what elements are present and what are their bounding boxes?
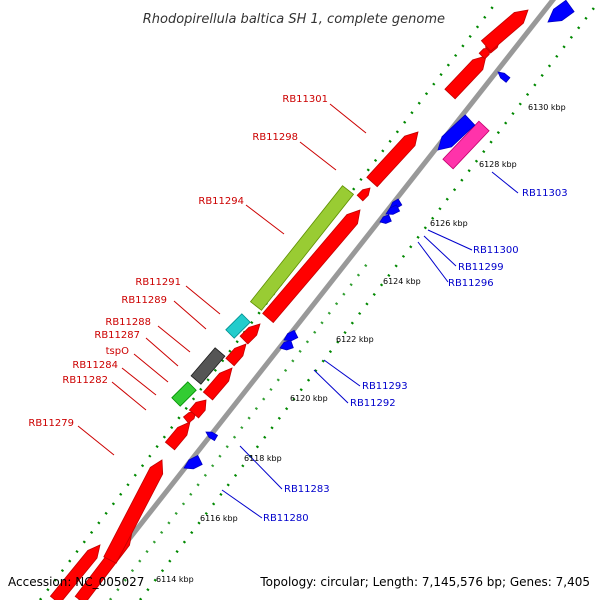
left-leader-lines [77,103,367,456]
genome-ruler [77,0,557,600]
gene-rb11294-green[interactable] [249,185,355,311]
gene-label-rb11284[interactable]: RB11284 [72,360,118,371]
gene-label-rb11280[interactable]: RB11280 [263,513,309,524]
mid-dots [109,259,371,600]
tick-6130: 6130 kbp [528,103,566,112]
gene-rb11294-red[interactable] [262,209,361,324]
gene-rb11282[interactable] [164,421,191,451]
gene-label-rb11296[interactable]: RB11296 [448,278,494,289]
gene-label-rb11298[interactable]: RB11298 [252,132,298,143]
gene-rb11303[interactable] [437,114,476,151]
gene-rb11298[interactable] [366,131,419,188]
gene-red-mid[interactable] [225,343,247,367]
gene-label-rb11288[interactable]: RB11288 [105,317,151,328]
gene-blue-a[interactable] [497,71,511,83]
gene-label-rb11294[interactable]: RB11294 [198,196,244,207]
gene-label-rb11282[interactable]: RB11282 [62,375,108,386]
gene-rb11293[interactable] [283,329,299,342]
genome-title: Rhodopirellula baltica SH 1, complete ge… [143,12,445,27]
tick-6126: 6126 kbp [430,219,468,228]
gene-rb11284[interactable] [171,381,197,407]
gene-label-rb11300[interactable]: RB11300 [473,245,519,256]
gene-rb11283[interactable] [183,454,203,470]
gene-label-rb11283[interactable]: RB11283 [284,484,330,495]
gene-label-rb11291[interactable]: RB11291 [135,277,181,288]
gene-red-top-c[interactable] [480,9,529,52]
gene-label-rb11287[interactable]: RB11287 [94,330,140,341]
gene-features [49,0,575,600]
gene-label-rb11289[interactable]: RB11289 [121,295,167,306]
gene-blue-mid[interactable] [205,431,219,442]
right-leader-lines [221,171,519,519]
tick-6128: 6128 kbp [479,160,517,169]
gene-label-rb11303[interactable]: RB11303 [522,188,568,199]
gene-rb11288[interactable] [190,347,226,385]
gene-rb11279[interactable] [49,544,101,600]
gene-rb11301[interactable] [444,55,487,100]
tick-6122: 6122 kbp [336,335,374,344]
tick-6118: 6118 kbp [244,454,282,463]
tick-6116: 6116 kbp [200,514,238,523]
topology-text: Topology: circular; Length: 7,145,576 bp… [259,575,590,589]
gene-large-red-low[interactable] [103,459,164,564]
gene-label-rb11292[interactable]: RB11292 [350,398,396,409]
gene-label-rb11299[interactable]: RB11299 [458,262,504,273]
inner-bottom-dots [139,0,600,600]
gene-red-mid2[interactable] [239,323,261,345]
gene-rb11291[interactable] [225,313,251,339]
gene-red-small-a[interactable] [356,187,371,202]
tick-6114: 6114 kbp [156,575,194,584]
gene-rb11292[interactable] [279,339,294,351]
tick-6120: 6120 kbp [290,394,328,403]
tick-6124: 6124 kbp [383,277,421,286]
gene-label-tspo[interactable]: tspO [106,346,129,357]
gene-label-rb11301[interactable]: RB11301 [282,94,328,105]
gene-rb11303-magenta[interactable] [442,120,490,170]
gene-label-rb11293[interactable]: RB11293 [362,381,408,392]
gene-label-rb11279[interactable]: RB11279 [28,418,74,429]
gene-rb11296[interactable] [379,214,392,224]
gene-tspo[interactable] [188,399,207,419]
gene-rb11299[interactable] [385,204,401,215]
accession-text: Accession: NC_005027 [8,575,144,589]
gene-blue-top[interactable] [547,0,575,23]
gene-rb11287[interactable] [202,367,233,401]
